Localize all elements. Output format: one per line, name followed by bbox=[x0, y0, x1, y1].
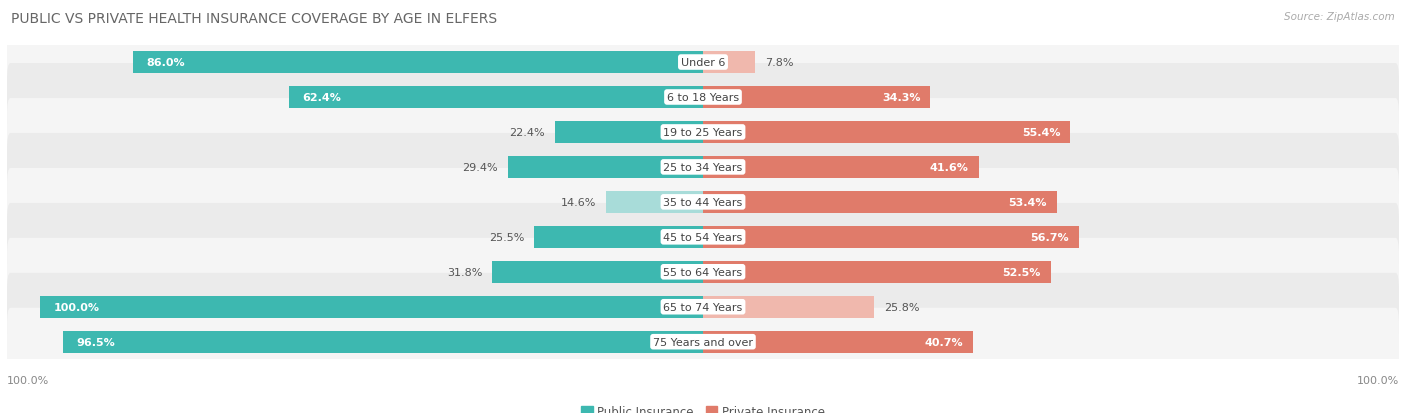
Bar bbox=[703, 87, 931, 109]
FancyBboxPatch shape bbox=[7, 29, 1399, 97]
FancyBboxPatch shape bbox=[7, 308, 1399, 376]
Text: 62.4%: 62.4% bbox=[302, 93, 342, 103]
Text: 31.8%: 31.8% bbox=[447, 267, 482, 277]
Text: 100.0%: 100.0% bbox=[53, 302, 100, 312]
Text: 100.0%: 100.0% bbox=[1357, 375, 1399, 385]
Text: 14.6%: 14.6% bbox=[561, 197, 596, 207]
Text: Under 6: Under 6 bbox=[681, 58, 725, 68]
Text: 25.8%: 25.8% bbox=[884, 302, 920, 312]
FancyBboxPatch shape bbox=[7, 64, 1399, 132]
Bar bbox=[703, 331, 973, 353]
Bar bbox=[41, 296, 703, 318]
Text: 29.4%: 29.4% bbox=[463, 162, 498, 173]
Bar bbox=[492, 261, 703, 283]
Bar bbox=[290, 87, 703, 109]
Text: 86.0%: 86.0% bbox=[146, 58, 184, 68]
Bar bbox=[703, 122, 1070, 143]
Bar bbox=[554, 122, 703, 143]
Text: 7.8%: 7.8% bbox=[765, 58, 793, 68]
Text: 96.5%: 96.5% bbox=[76, 337, 115, 347]
Text: 56.7%: 56.7% bbox=[1031, 232, 1069, 242]
Text: 100.0%: 100.0% bbox=[7, 375, 49, 385]
Bar bbox=[606, 192, 703, 213]
Text: PUBLIC VS PRIVATE HEALTH INSURANCE COVERAGE BY AGE IN ELFERS: PUBLIC VS PRIVATE HEALTH INSURANCE COVER… bbox=[11, 12, 498, 26]
Text: 55 to 64 Years: 55 to 64 Years bbox=[664, 267, 742, 277]
Text: 41.6%: 41.6% bbox=[929, 162, 969, 173]
Bar bbox=[703, 296, 875, 318]
Text: 22.4%: 22.4% bbox=[509, 128, 544, 138]
Text: 25 to 34 Years: 25 to 34 Years bbox=[664, 162, 742, 173]
FancyBboxPatch shape bbox=[7, 273, 1399, 341]
Bar bbox=[63, 331, 703, 353]
Text: 55.4%: 55.4% bbox=[1022, 128, 1060, 138]
Text: 6 to 18 Years: 6 to 18 Years bbox=[666, 93, 740, 103]
Text: 45 to 54 Years: 45 to 54 Years bbox=[664, 232, 742, 242]
Bar bbox=[703, 52, 755, 74]
Legend: Public Insurance, Private Insurance: Public Insurance, Private Insurance bbox=[576, 400, 830, 413]
FancyBboxPatch shape bbox=[7, 99, 1399, 166]
FancyBboxPatch shape bbox=[7, 204, 1399, 271]
FancyBboxPatch shape bbox=[7, 134, 1399, 201]
Text: 40.7%: 40.7% bbox=[924, 337, 963, 347]
Text: 75 Years and over: 75 Years and over bbox=[652, 337, 754, 347]
Text: 52.5%: 52.5% bbox=[1002, 267, 1040, 277]
Text: 25.5%: 25.5% bbox=[489, 232, 524, 242]
Text: 34.3%: 34.3% bbox=[882, 93, 921, 103]
FancyBboxPatch shape bbox=[7, 238, 1399, 306]
Text: 53.4%: 53.4% bbox=[1008, 197, 1047, 207]
FancyBboxPatch shape bbox=[7, 169, 1399, 236]
Bar bbox=[703, 157, 979, 178]
Bar bbox=[703, 192, 1057, 213]
Text: 19 to 25 Years: 19 to 25 Years bbox=[664, 128, 742, 138]
Text: 65 to 74 Years: 65 to 74 Years bbox=[664, 302, 742, 312]
Bar bbox=[703, 226, 1078, 248]
Text: Source: ZipAtlas.com: Source: ZipAtlas.com bbox=[1284, 12, 1395, 22]
Bar bbox=[134, 52, 703, 74]
Bar bbox=[703, 261, 1052, 283]
Text: 35 to 44 Years: 35 to 44 Years bbox=[664, 197, 742, 207]
Bar bbox=[534, 226, 703, 248]
Bar bbox=[508, 157, 703, 178]
